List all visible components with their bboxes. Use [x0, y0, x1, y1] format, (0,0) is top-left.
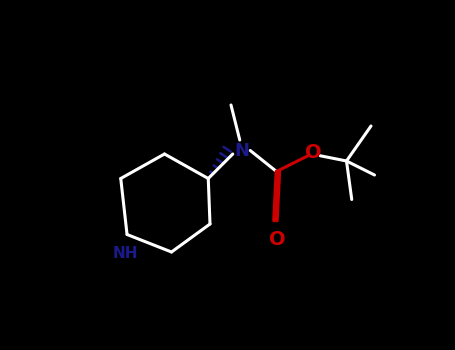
Text: O: O — [305, 143, 322, 162]
Text: NH: NH — [112, 246, 138, 261]
Text: O: O — [269, 230, 286, 249]
Text: N: N — [234, 141, 249, 160]
